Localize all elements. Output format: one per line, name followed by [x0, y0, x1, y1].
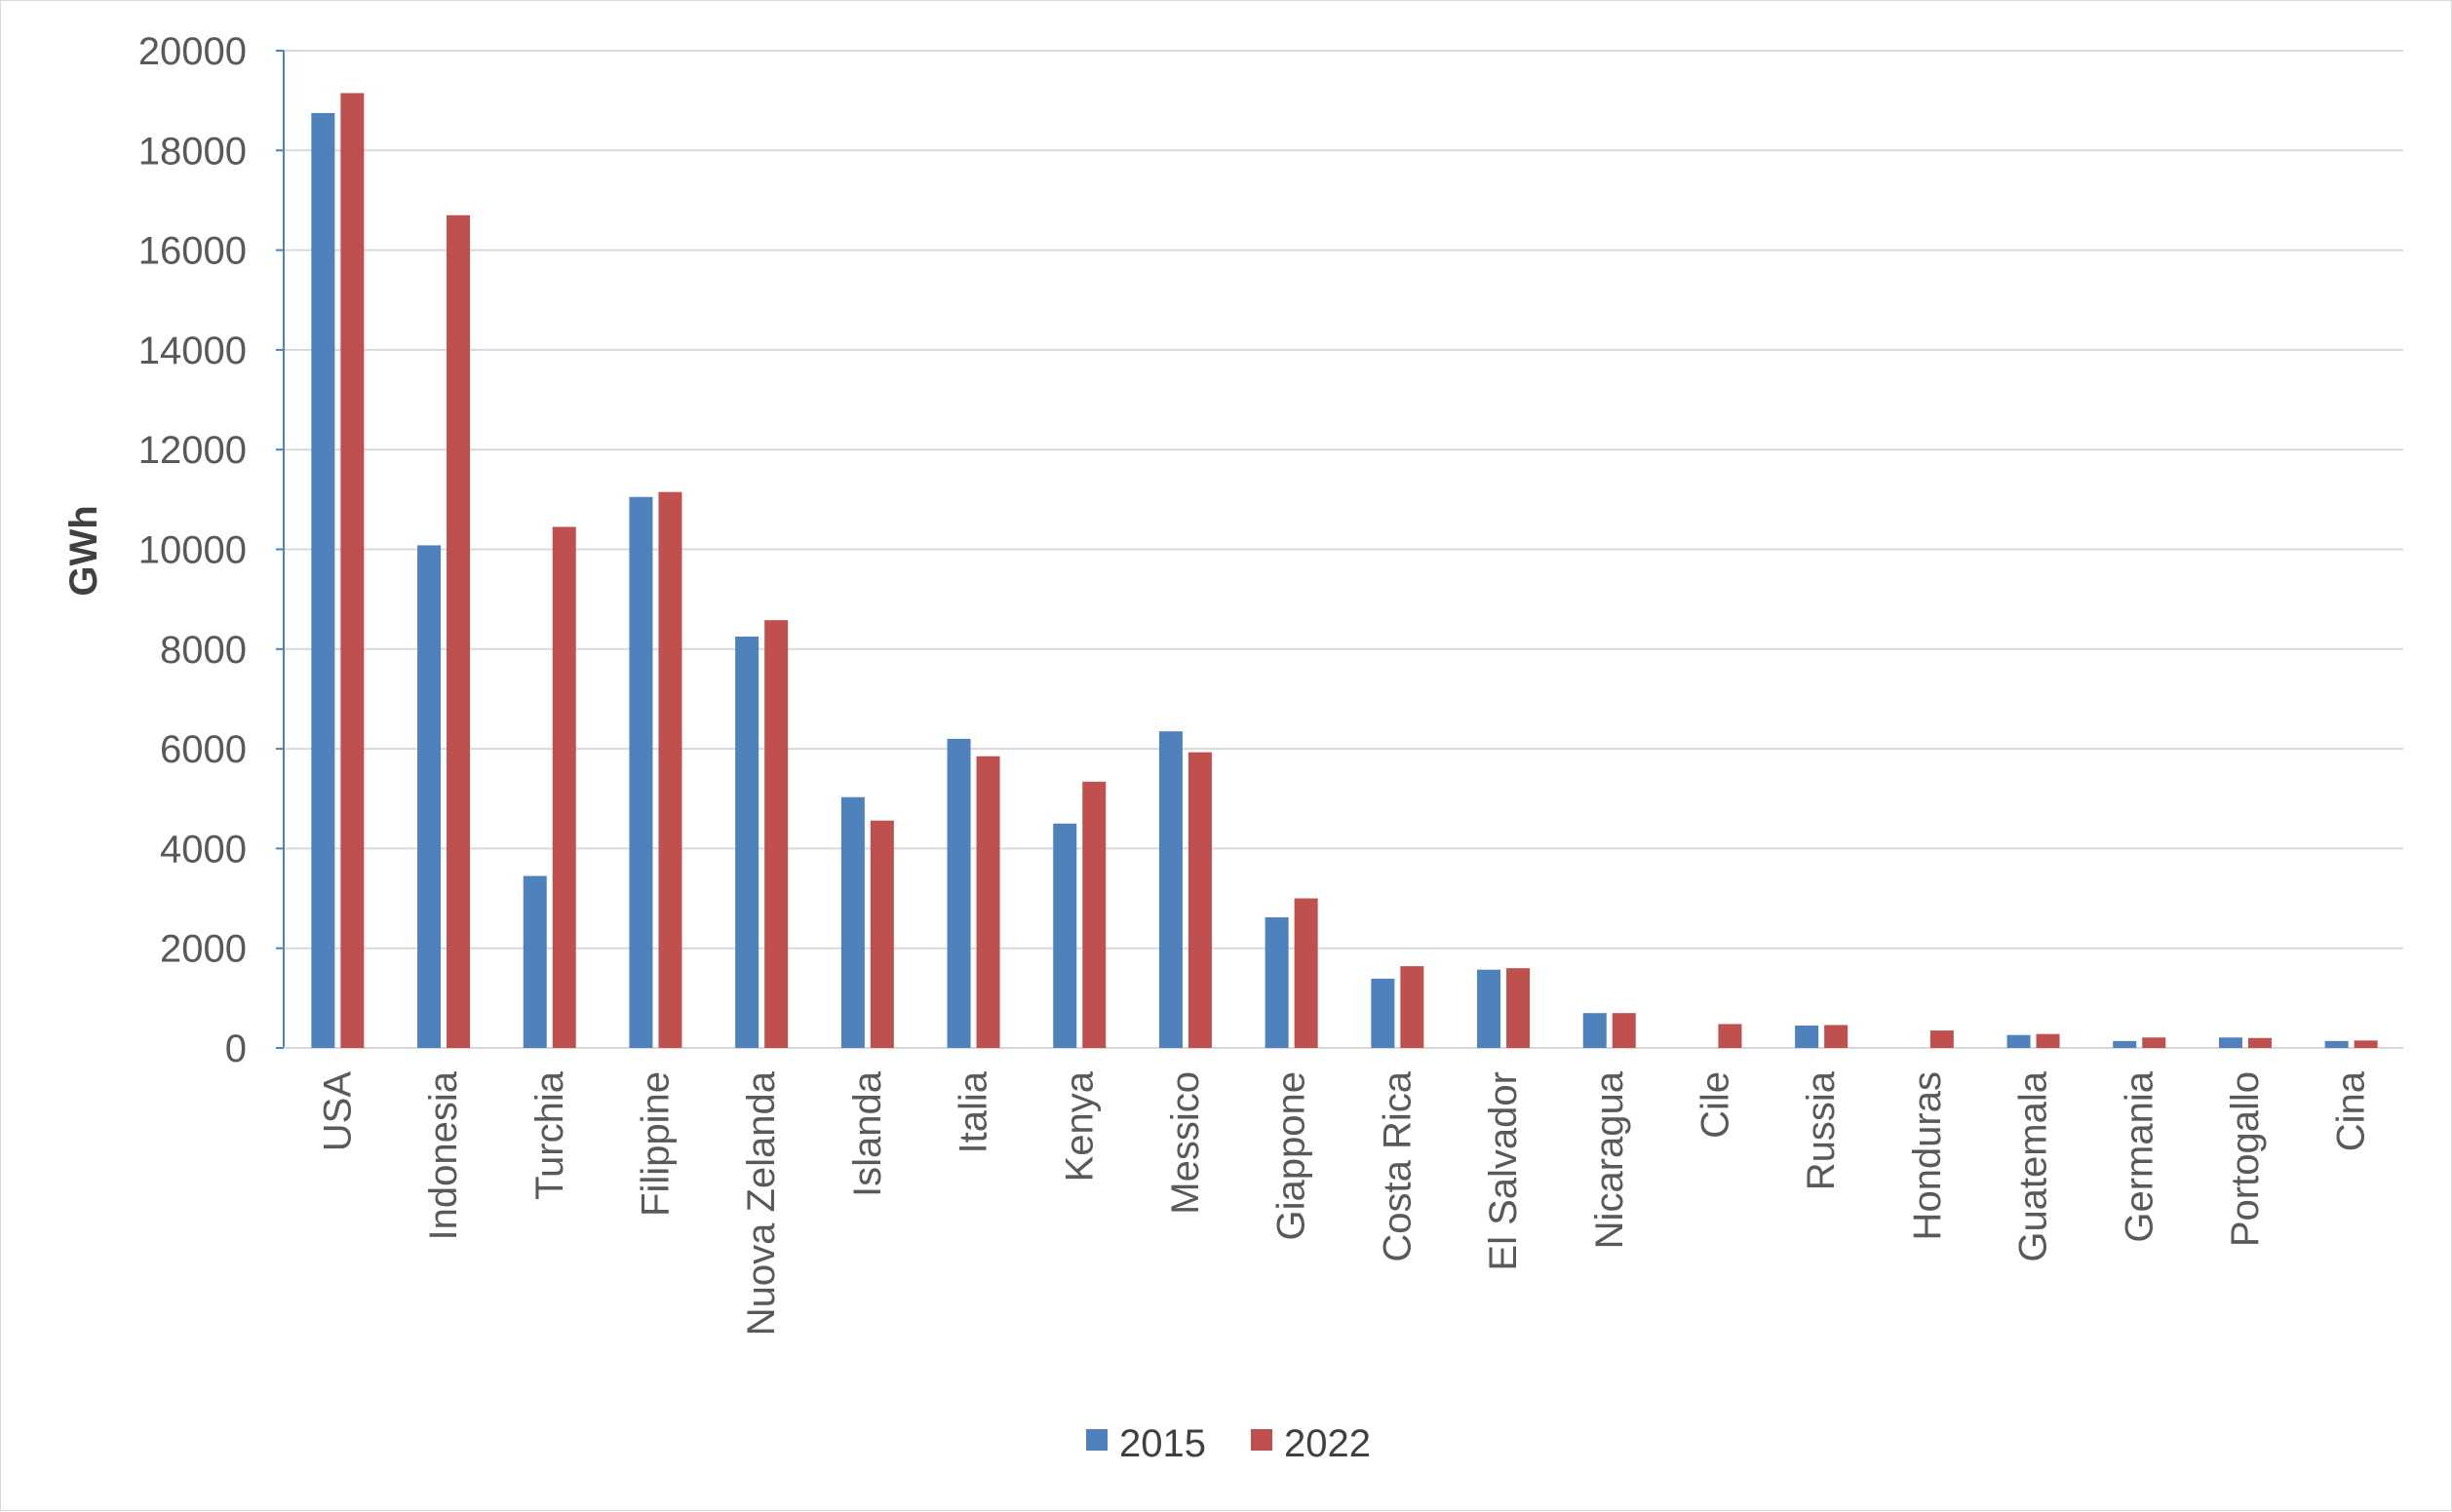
bar-2015-islanda — [840, 796, 865, 1048]
x-tick-label: Nuova Zelanda — [740, 1070, 783, 1336]
bar-2022-filippine — [658, 491, 682, 1048]
y-tick-label: 20000 — [138, 30, 247, 73]
bar-2022-kenya — [1082, 781, 1107, 1048]
x-tick-label: Russia — [1800, 1070, 1843, 1190]
bar-2022-giappone — [1294, 898, 1318, 1048]
x-tick-label: Islanda — [846, 1070, 889, 1197]
legend-swatch-2022 — [1251, 1429, 1272, 1451]
y-tick-label: 18000 — [138, 130, 247, 173]
x-tick-label: El Salvador — [1482, 1071, 1525, 1271]
bar-2015-turchia — [523, 875, 547, 1048]
bar-2015-guatemala — [2006, 1034, 2031, 1048]
bar-2022-usa — [340, 93, 365, 1049]
y-tick-label: 8000 — [160, 629, 247, 672]
x-tick-label: Cile — [1693, 1071, 1736, 1139]
y-tick-label: 4000 — [160, 828, 247, 871]
x-tick-label: Honduras — [1906, 1071, 1949, 1240]
bar-2022-costa-rica — [1400, 966, 1424, 1048]
bar-2015-messico — [1158, 731, 1183, 1048]
y-tick-label: 2000 — [160, 928, 247, 971]
bar-2022-indonesia — [447, 214, 471, 1049]
bar-2022-russia — [1824, 1025, 1849, 1048]
bar-2022-guatemala — [2036, 1033, 2060, 1048]
bar-2022-nuova-zelanda — [764, 620, 789, 1048]
x-tick-labels: USA Indonesia Turchia Filippine Nuova Zeland… — [316, 1070, 2372, 1336]
legend-label-2022: 2022 — [1284, 1422, 1371, 1465]
bars — [311, 93, 2378, 1049]
x-tick-label: Costa Rica — [1376, 1070, 1419, 1261]
bar-2015-el-salvador — [1477, 969, 1501, 1048]
gridlines — [284, 50, 2403, 950]
x-tick-label: Italia — [953, 1070, 995, 1153]
bar-2015-portogallo — [2218, 1037, 2242, 1048]
x-tick-label: Turchia — [528, 1070, 571, 1200]
bar-2015-cina — [2324, 1040, 2349, 1048]
y-tick-label: 12000 — [138, 429, 247, 472]
bar-2022-honduras — [1929, 1030, 1954, 1048]
y-tick-label: 10000 — [138, 529, 247, 572]
bar-2015-giappone — [1265, 916, 1289, 1048]
bar-2022-islanda — [870, 820, 894, 1048]
y-tick-label: 0 — [225, 1027, 247, 1070]
x-tick-label: Nicaragua — [1588, 1070, 1631, 1249]
bar-2022-cina — [2354, 1040, 2378, 1048]
legend-swatch-2015 — [1086, 1429, 1108, 1451]
x-tick-label: Messico — [1164, 1071, 1207, 1215]
bar-2015-usa — [311, 112, 335, 1048]
x-tick-label: Guatemala — [2012, 1070, 2055, 1261]
bar-2015-costa-rica — [1371, 978, 1395, 1048]
bar-2015-filippine — [629, 496, 653, 1049]
x-tick-label: USA — [316, 1071, 359, 1152]
y-tick-label: 14000 — [138, 330, 247, 372]
y-tick-labels: 0 2000 4000 6000 8000 10000 12000 14000 16000 180… — [138, 30, 247, 1070]
bar-2015-germania — [2113, 1040, 2137, 1048]
bar-2015-italia — [947, 738, 971, 1048]
bar-2022-nicaragua — [1612, 1013, 1636, 1048]
bar-2022-italia — [976, 756, 1000, 1048]
bar-2022-germania — [2142, 1037, 2166, 1048]
y-tick-label: 16000 — [138, 230, 247, 273]
x-tick-label: Kenya — [1058, 1070, 1101, 1182]
bar-2015-indonesia — [417, 545, 442, 1048]
bar-2015-kenya — [1053, 823, 1077, 1048]
x-tick-label: Filippine — [634, 1071, 677, 1217]
y-axis-title: GWh — [62, 505, 105, 596]
bar-2022-portogallo — [2247, 1037, 2272, 1048]
x-tick-label: Giappone — [1270, 1071, 1313, 1240]
x-tick-label: Cina — [2330, 1070, 2373, 1151]
legend-label-2015: 2015 — [1119, 1422, 1206, 1465]
x-tick-label: Portogallo — [2224, 1071, 2267, 1247]
bar-2022-cile — [1718, 1024, 1742, 1048]
y-tick-label: 6000 — [160, 728, 247, 771]
bar-2015-nuova-zelanda — [735, 637, 759, 1048]
x-tick-label: Germania — [2118, 1070, 2160, 1242]
legend: 2015 2022 — [1086, 1422, 1371, 1465]
bar-2022-el-salvador — [1506, 968, 1531, 1048]
bar-2022-messico — [1187, 752, 1212, 1048]
bar-2022-turchia — [552, 526, 576, 1048]
bar-2015-nicaragua — [1582, 1013, 1607, 1048]
x-tick-label: Indonesia — [422, 1070, 465, 1240]
bar-2015-russia — [1795, 1025, 1819, 1048]
